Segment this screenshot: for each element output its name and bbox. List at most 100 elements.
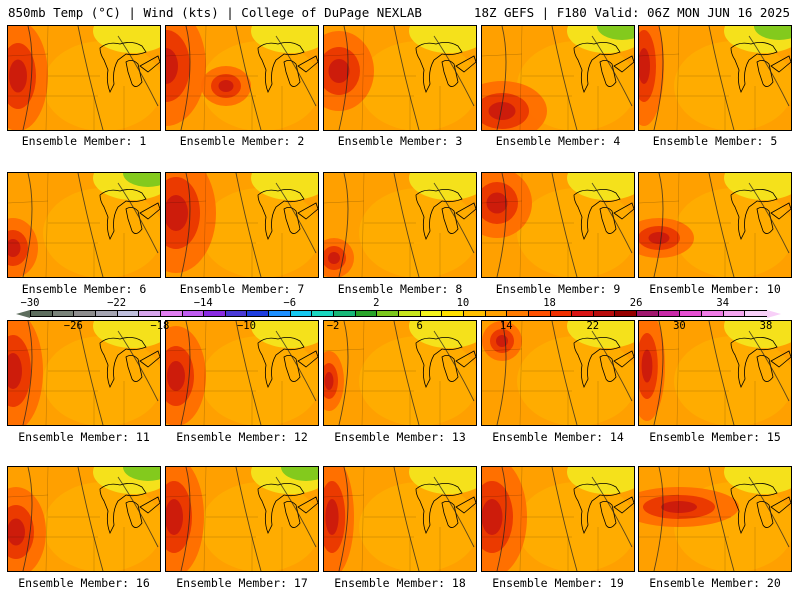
ensemble-map-panel <box>165 25 319 131</box>
temperature-map <box>8 26 160 130</box>
colorbar-tick-label: 34 <box>716 297 730 309</box>
ensemble-member-label: Ensemble Member: 17 <box>176 576 308 590</box>
ensemble-member-label: Ensemble Member: 11 <box>18 430 150 444</box>
colorbar-left-arrow <box>16 310 30 318</box>
ensemble-map-panel <box>638 320 792 426</box>
temperature-map <box>324 467 476 571</box>
colorbar-segment <box>159 310 183 317</box>
colorbar-segment <box>311 310 335 317</box>
colorbar-segment <box>722 310 746 317</box>
ensemble-map-panel <box>165 320 319 426</box>
ensemble-member-label: Ensemble Member: 12 <box>176 430 308 444</box>
ensemble-member-label: Ensemble Member: 7 <box>179 282 305 296</box>
colorbar-tick-label: −14 <box>193 297 213 309</box>
colorbar-segment <box>354 310 378 317</box>
ensemble-member-label: Ensemble Member: 10 <box>649 282 781 296</box>
colorbar-segment <box>636 310 659 317</box>
ensemble-map-panel <box>481 320 635 426</box>
temperature-map <box>8 321 160 425</box>
temperature-map <box>482 26 634 130</box>
colorbar-segment <box>246 310 270 317</box>
colorbar-segment <box>419 310 443 317</box>
ensemble-member-label: Ensemble Member: 19 <box>492 576 624 590</box>
ensemble-map-panel <box>638 172 792 278</box>
colorbar-segment <box>224 310 248 317</box>
colorbar-tick-label: 2 <box>373 297 380 309</box>
temperature-map <box>166 467 318 571</box>
colorbar-segment <box>51 310 75 317</box>
colorbar-tick-label: 10 <box>456 297 470 309</box>
ensemble-map-panel <box>323 466 477 572</box>
colorbar-segment <box>398 310 421 317</box>
ensemble-member-label: Ensemble Member: 1 <box>21 134 147 148</box>
colorbar-segment <box>289 310 313 317</box>
temperature-map <box>166 321 318 425</box>
colorbar-tick-label: −22 <box>107 297 127 309</box>
ensemble-map-panel <box>481 25 635 131</box>
colorbar-segment <box>441 310 464 317</box>
colorbar-segment <box>268 310 291 317</box>
ensemble-map-panel <box>638 466 792 572</box>
ensemble-map-panel <box>323 320 477 426</box>
temperature-map <box>639 321 791 425</box>
temperature-map <box>324 321 476 425</box>
colorbar-segment <box>333 310 356 317</box>
colorbar-segment <box>571 310 594 317</box>
colorbar-tick-label: −2 <box>326 320 340 332</box>
colorbar-tick-label: −26 <box>63 320 83 332</box>
ensemble-member-label: Ensemble Member: 2 <box>179 134 305 148</box>
temperature-map <box>639 26 791 130</box>
colorbar-tick-label: 30 <box>673 320 686 332</box>
temperature-map <box>8 467 160 571</box>
colorbar-segment <box>484 310 508 317</box>
colorbar-segment <box>462 310 486 317</box>
ensemble-member-label: Ensemble Member: 3 <box>337 134 463 148</box>
ensemble-map-panel <box>7 25 161 131</box>
ensemble-map-panel <box>323 172 477 278</box>
ensemble-map-panel <box>165 466 319 572</box>
colorbar-segment <box>657 310 681 317</box>
temperature-map <box>482 321 634 425</box>
colorbar-segment <box>73 310 96 317</box>
colorbar-segment <box>138 310 161 317</box>
ensemble-map-panel <box>165 172 319 278</box>
ensemble-member-label: Ensemble Member: 4 <box>495 134 621 148</box>
ensemble-member-label: Ensemble Member: 20 <box>649 576 781 590</box>
colorbar-tick-label: 14 <box>499 320 513 332</box>
colorbar-tick-label: −30 <box>20 297 40 309</box>
colorbar-segment <box>701 310 724 317</box>
ensemble-member-label: Ensemble Member: 18 <box>334 576 466 590</box>
product-title: 850mb Temp (°C) | Wind (kts) | College o… <box>8 5 422 20</box>
colorbar-tick-label: 6 <box>416 320 423 332</box>
run-valid-title: 18Z GEFS | F180 Valid: 06Z MON JUN 16 20… <box>473 5 790 20</box>
colorbar-segment <box>527 310 551 317</box>
colorbar-tick-label: 26 <box>629 297 643 309</box>
temperature-map <box>482 173 634 277</box>
ensemble-member-label: Ensemble Member: 9 <box>495 282 621 296</box>
colorbar-right-arrow <box>767 310 781 318</box>
colorbar-tick-label: 18 <box>543 297 556 309</box>
ensemble-map-panel <box>481 466 635 572</box>
temperature-map <box>166 173 318 277</box>
colorbar-segment <box>181 310 205 317</box>
colorbar-segment <box>94 310 118 317</box>
colorbar-segment <box>744 310 767 317</box>
ensemble-member-label: Ensemble Member: 16 <box>18 576 150 590</box>
temperature-map <box>639 467 791 571</box>
colorbar-segment <box>679 310 703 317</box>
temperature-map <box>639 173 791 277</box>
colorbar-tick-label: 22 <box>586 320 600 332</box>
colorbar-segment <box>592 310 616 317</box>
colorbar-segment <box>203 310 226 317</box>
colorbar-tick-label: −10 <box>236 320 256 332</box>
ensemble-member-label: Ensemble Member: 15 <box>649 430 781 444</box>
ensemble-member-label: Ensemble Member: 6 <box>21 282 147 296</box>
temperature-map <box>324 173 476 277</box>
ensemble-member-label: Ensemble Member: 8 <box>337 282 463 296</box>
colorbar-tick-label: −18 <box>150 320 170 332</box>
temperature-map <box>482 467 634 571</box>
colorbar-segment <box>549 310 573 317</box>
colorbar-segment <box>614 310 638 317</box>
ensemble-map-panel <box>7 466 161 572</box>
ensemble-member-label: Ensemble Member: 5 <box>652 134 778 148</box>
